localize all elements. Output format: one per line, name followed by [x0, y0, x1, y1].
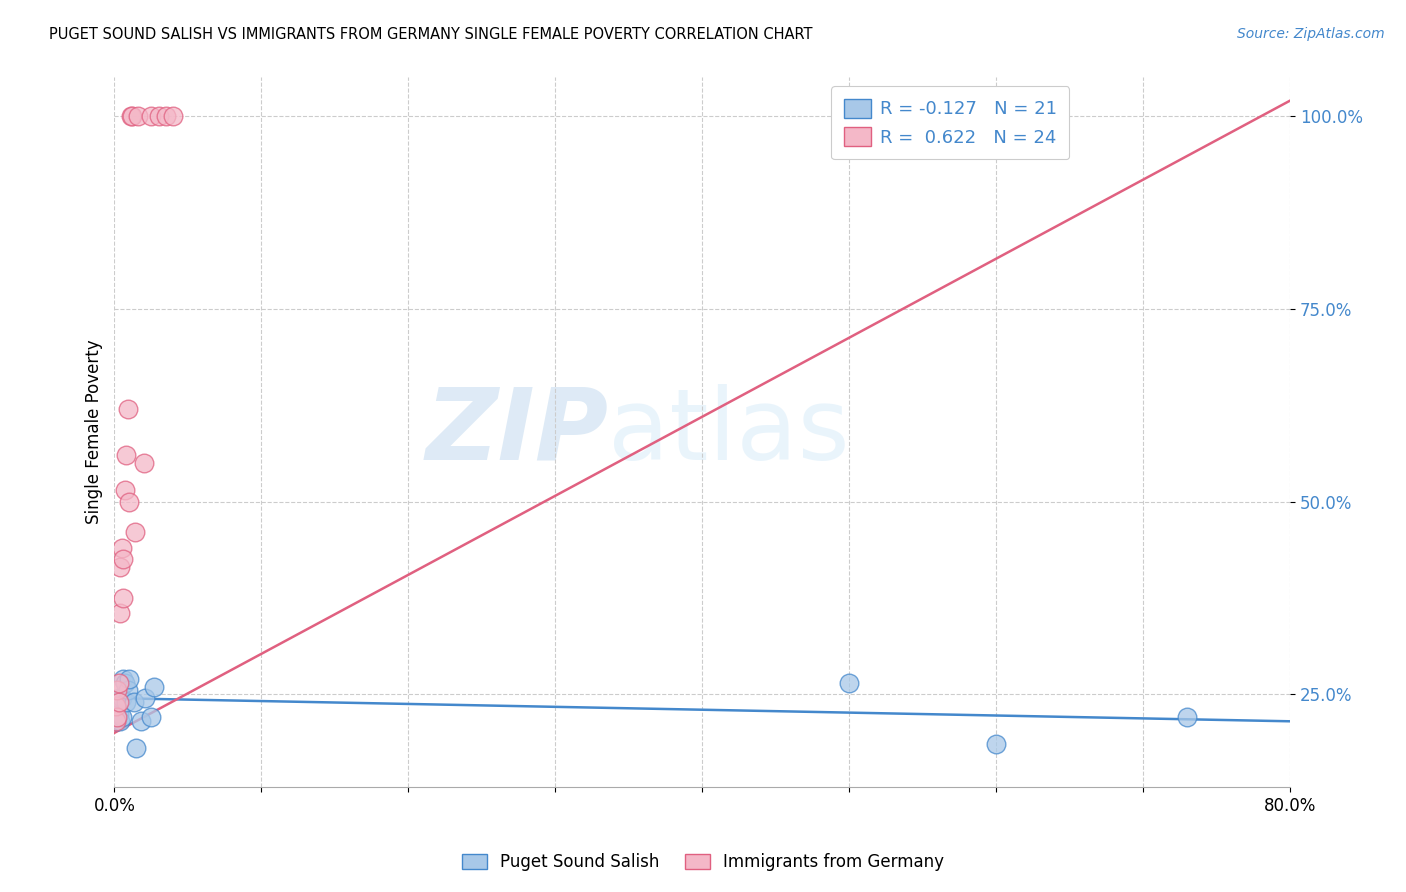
Point [110, 607, 132, 621]
Point [108, 706, 131, 721]
Text: PUGET SOUND SALISH VS IMMIGRANTS FROM GERMANY SINGLE FEMALE POVERTY CORRELATION : PUGET SOUND SALISH VS IMMIGRANTS FROM GE… [49, 27, 813, 42]
Point [838, 675, 860, 690]
Point [127, 109, 149, 123]
Point [111, 710, 134, 724]
Point [120, 109, 142, 123]
Point [117, 683, 139, 698]
Point [115, 695, 138, 709]
Point [118, 494, 141, 508]
Point [134, 691, 156, 706]
Point [1175, 710, 1198, 724]
Point [125, 741, 148, 756]
Point [111, 691, 134, 706]
Point [112, 552, 135, 566]
Legend: R = -0.127   N = 21, R =  0.622   N = 24: R = -0.127 N = 21, R = 0.622 N = 24 [831, 87, 1070, 160]
Point [118, 672, 141, 686]
Point [110, 714, 132, 729]
Point [105, 714, 128, 729]
Point [104, 714, 127, 729]
Point [112, 672, 135, 686]
Legend: Puget Sound Salish, Immigrants from Germany: Puget Sound Salish, Immigrants from Germ… [454, 845, 952, 880]
Point [114, 675, 136, 690]
Point [141, 710, 163, 724]
Point [104, 698, 127, 713]
Text: Source: ZipAtlas.com: Source: ZipAtlas.com [1237, 27, 1385, 41]
Point [148, 109, 170, 123]
Point [111, 541, 134, 555]
Point [112, 591, 135, 605]
Point [122, 695, 145, 709]
Point [141, 109, 163, 123]
Point [108, 691, 131, 706]
Point [108, 675, 131, 690]
Point [105, 683, 128, 698]
Text: ZIP: ZIP [425, 384, 609, 481]
Point [110, 560, 132, 574]
Text: atlas: atlas [609, 384, 849, 481]
Point [105, 710, 128, 724]
Point [162, 109, 184, 123]
Point [117, 402, 139, 417]
Point [986, 738, 1008, 752]
Point [132, 456, 155, 470]
Point [114, 483, 136, 497]
Point [108, 695, 131, 709]
Point [143, 680, 166, 694]
Y-axis label: Single Female Poverty: Single Female Poverty [86, 340, 103, 524]
Point [155, 109, 177, 123]
Point [104, 698, 127, 713]
Point [129, 714, 152, 729]
Point [121, 109, 143, 123]
Point [115, 448, 138, 462]
Point [124, 525, 146, 540]
